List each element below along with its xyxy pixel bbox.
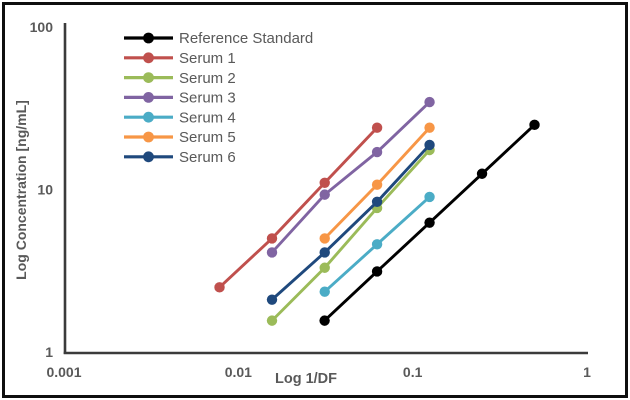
y-tick-label: 10 (37, 182, 53, 198)
legend-label: Serum 2 (179, 70, 236, 87)
series-line (271, 143, 431, 301)
data-point-marker (319, 262, 330, 273)
legend-label: Serum 4 (179, 109, 236, 126)
data-point-marker (371, 266, 383, 277)
x-tick-label: 0.1 (403, 364, 423, 380)
data-point-marker (424, 191, 435, 203)
legend-marker-icon (143, 52, 154, 64)
x-axis-title: Log 1/DF (274, 371, 338, 387)
data-point-marker (424, 139, 435, 151)
legend-label: Serum 5 (179, 129, 236, 146)
data-point-marker (319, 233, 330, 244)
data-point-marker (266, 294, 278, 305)
x-tick-label: 0.01 (225, 364, 252, 380)
data-point-marker (371, 239, 383, 250)
data-point-marker (371, 196, 383, 208)
data-point-marker (319, 315, 330, 326)
y-axis-title: Log Concentration [ng/mL] (13, 100, 29, 280)
data-point-marker (319, 286, 330, 297)
series-line (270, 149, 431, 322)
data-point-marker (476, 168, 488, 179)
legend-marker-icon (143, 151, 154, 163)
data-point-marker (214, 282, 225, 293)
legend-label: Serum 3 (179, 90, 236, 107)
data-point-marker (266, 247, 278, 258)
legend-marker-icon (143, 131, 154, 143)
data-point-marker (529, 119, 540, 131)
legend-marker-icon (143, 32, 154, 44)
y-tick-label: 1 (45, 344, 53, 360)
data-point-marker (371, 146, 383, 158)
data-point-marker (371, 122, 383, 133)
series-line (270, 101, 431, 254)
data-point-marker (319, 247, 330, 258)
data-point-marker (266, 315, 278, 326)
data-point-marker (371, 179, 383, 190)
data-point-marker (319, 189, 330, 200)
legend-marker-icon (143, 92, 154, 103)
legend-label: Serum 6 (179, 149, 236, 166)
x-tick-label: 0.001 (46, 364, 81, 380)
data-point-marker (424, 122, 435, 133)
legend-marker-icon (143, 111, 154, 123)
data-point-marker (266, 233, 278, 244)
series-line (218, 126, 379, 289)
x-tick-label: 1 (583, 364, 591, 380)
y-tick-label: 100 (30, 19, 54, 35)
legend-marker-icon (143, 72, 154, 83)
legend-label: Serum 1 (179, 50, 236, 67)
data-point-marker (424, 96, 435, 108)
data-point-marker (319, 177, 330, 188)
legend-label: Reference Standard (179, 30, 313, 47)
data-point-marker (424, 217, 435, 228)
